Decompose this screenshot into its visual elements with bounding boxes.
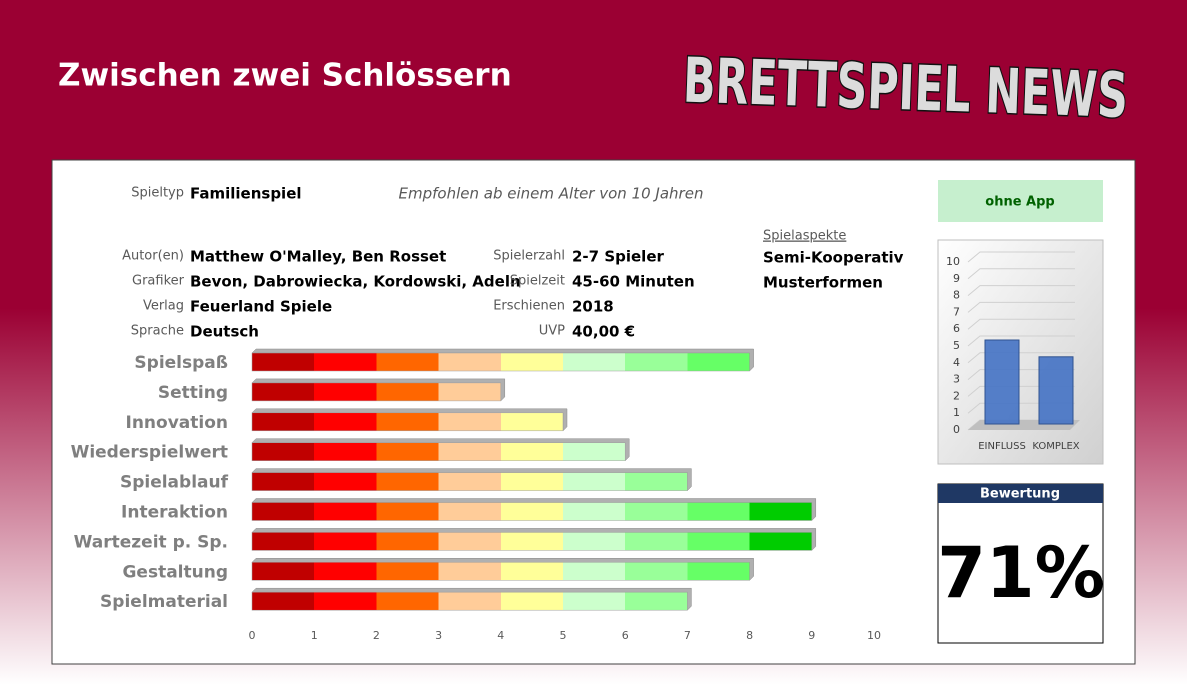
y-tick-label: 1 <box>953 406 960 419</box>
grid-line <box>967 352 1075 364</box>
x-tick-label: 10 <box>867 629 881 642</box>
title: Zwischen zwei Schlössern <box>58 58 512 94</box>
field-label: Spielzeit <box>510 274 565 289</box>
category-label: Interaktion <box>121 503 228 523</box>
x-tick-label: 1 <box>311 629 318 642</box>
y-tick-label: 9 <box>953 272 960 285</box>
x-tick-label: 5 <box>560 629 567 642</box>
app-box <box>938 180 1103 222</box>
grid-line <box>967 335 1075 347</box>
bar <box>251 591 688 611</box>
field-label: UVP <box>539 324 565 339</box>
x-tick-label: 7 <box>684 629 691 642</box>
bar <box>251 442 626 461</box>
y-tick-label: 0 <box>953 423 960 436</box>
field-value: Familienspiel <box>190 185 302 203</box>
field-value: Deutsch <box>190 323 259 341</box>
grid-line <box>967 285 1075 296</box>
aspects-title: Spielaspekte <box>763 229 846 244</box>
x-tick-label: 6 <box>622 629 629 642</box>
bar <box>251 502 813 521</box>
category-label: Wartezeit p. Sp. <box>74 532 228 552</box>
recommendation: Empfohlen ab einem Alter von 10 Jahren <box>399 185 704 203</box>
x-tick-label: 4 <box>497 629 504 642</box>
field-value: 40,00 € <box>572 323 635 341</box>
x-tick-label: EINFLUSS <box>978 441 1026 452</box>
aspect: Musterformen <box>763 274 883 292</box>
x-tick-label: 3 <box>435 629 442 642</box>
grid-line <box>967 318 1075 330</box>
y-tick-label: 5 <box>953 339 960 352</box>
field-label: Grafiker <box>132 274 185 289</box>
bar <box>251 382 502 402</box>
bar <box>251 562 750 581</box>
category-label: Gestaltung <box>122 562 228 582</box>
y-tick-label: 8 <box>953 289 960 302</box>
field-label: Spielerzahl <box>493 249 565 264</box>
grid-line <box>967 251 1075 263</box>
field-value: 2-7 Spieler <box>572 248 664 266</box>
category-label: Spielspaß <box>134 353 228 373</box>
category-label: Spielablauf <box>120 473 229 493</box>
app-label: ohne App <box>985 195 1054 210</box>
bar <box>984 339 1020 425</box>
field-label: Sprache <box>131 324 184 339</box>
rating-box <box>937 483 1104 644</box>
rating-value: 71% <box>937 532 1105 614</box>
x-tick-label: 2 <box>373 629 380 642</box>
y-tick-label: 3 <box>953 373 960 386</box>
y-tick-label: 2 <box>953 389 960 402</box>
logo: BRETTSPIEL NEWS <box>682 44 1129 132</box>
category-label: Spielmaterial <box>100 592 228 612</box>
x-tick-label: 8 <box>746 629 753 642</box>
bar <box>1038 356 1074 425</box>
y-tick-label: 4 <box>953 356 960 369</box>
field-value: Matthew O'Malley, Ben Rosset <box>190 248 446 266</box>
aspect: Semi-Kooperativ <box>763 249 904 267</box>
bar <box>251 412 564 432</box>
field-label: Erschienen <box>493 299 565 314</box>
rating-title: Bewertung <box>980 487 1060 502</box>
field-value: 45-60 Minuten <box>572 273 695 291</box>
y-tick-label: 10 <box>946 255 960 268</box>
field-label: Autor(en) <box>122 249 184 264</box>
x-tick-label: KOMPLEX <box>1032 441 1079 452</box>
rating-header <box>938 484 1103 503</box>
category-label: Wiederspielwert <box>71 443 228 463</box>
x-tick-label: 9 <box>808 629 815 642</box>
y-tick-label: 6 <box>953 322 960 335</box>
category-label: Setting <box>158 383 228 403</box>
y-tick-label: 7 <box>953 305 960 318</box>
bar <box>251 352 750 372</box>
x-tick-label: 0 <box>249 629 256 642</box>
bar <box>251 472 688 491</box>
grid-line <box>967 268 1075 280</box>
field-value: Feuerland Spiele <box>190 298 332 316</box>
field-value: 2018 <box>572 298 614 316</box>
bar <box>251 532 813 551</box>
field-label: Verlag <box>143 299 184 314</box>
field-value: Bevon, Dabrowiecka, Kordowski, Adeln <box>190 273 521 291</box>
category-label: Innovation <box>126 413 229 433</box>
complexity-box <box>937 239 1104 465</box>
grid-line <box>967 301 1075 313</box>
field-label: Spieltyp <box>131 186 184 201</box>
